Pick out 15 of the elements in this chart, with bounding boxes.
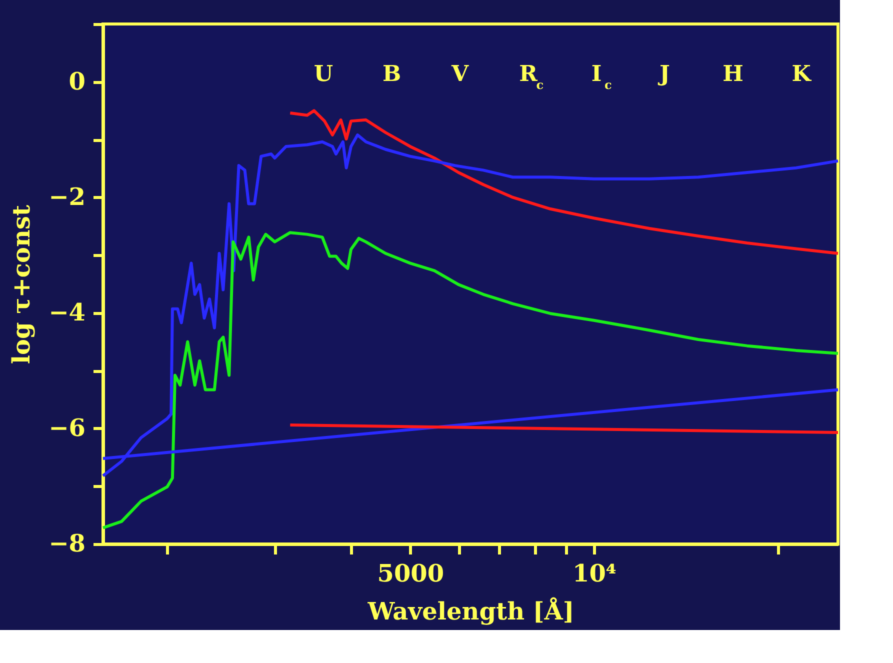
annotation: H bbox=[722, 61, 744, 87]
annotation: V bbox=[450, 61, 470, 87]
y-tick-label: −8 bbox=[48, 528, 86, 558]
annotation: K bbox=[792, 61, 812, 87]
annotation: J bbox=[658, 61, 670, 87]
y-tick-label: 0 bbox=[68, 66, 86, 96]
x-axis-title: Wavelength [Å] bbox=[366, 596, 574, 626]
y-tick-label: −2 bbox=[48, 182, 86, 211]
x-tick-label: 5000 bbox=[377, 558, 444, 588]
y-tick-label: −4 bbox=[48, 297, 86, 326]
annotation: B bbox=[382, 61, 402, 87]
x-tick-label: 10⁴ bbox=[572, 558, 616, 588]
y-axis-title: log τ+const bbox=[6, 204, 36, 364]
y-tick-label: −6 bbox=[48, 412, 86, 442]
annotation: U bbox=[314, 61, 334, 87]
